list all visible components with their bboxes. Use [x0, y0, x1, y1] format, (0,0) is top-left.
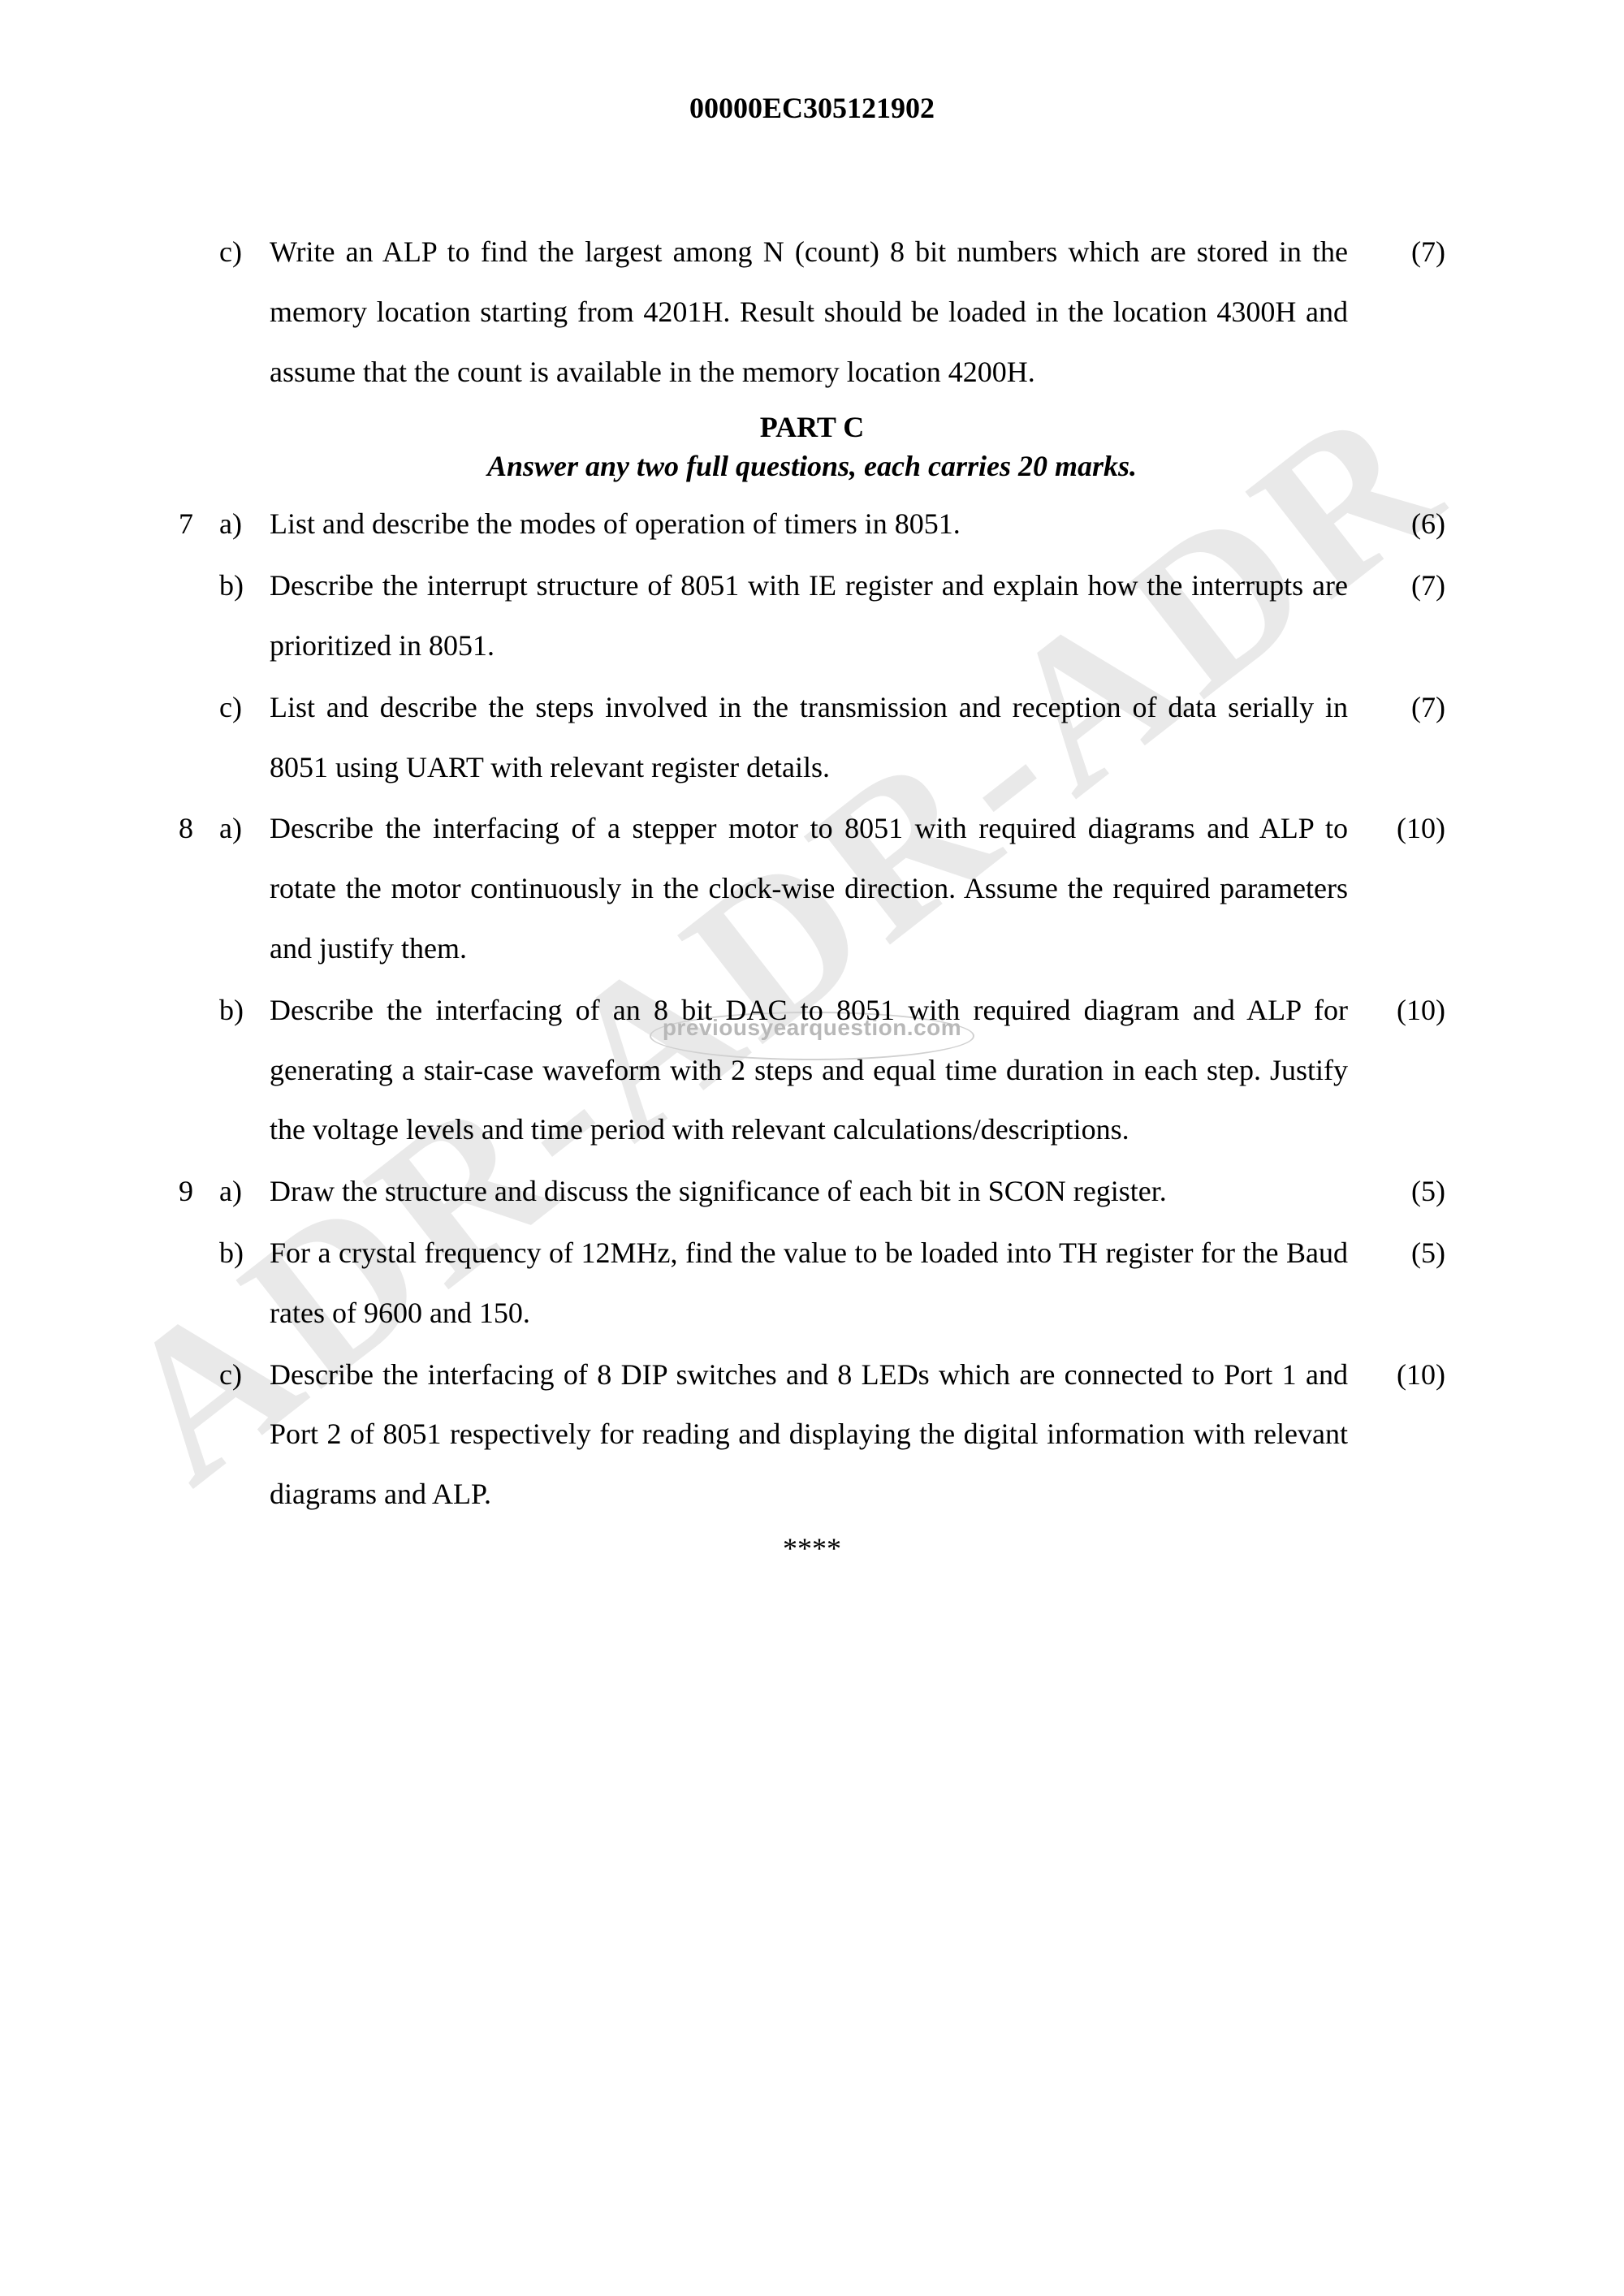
- question-marks: (7): [1372, 222, 1445, 283]
- part-instruction: Answer any two full questions, each carr…: [179, 449, 1445, 483]
- question-text: Write an ALP to find the largest among N…: [270, 222, 1372, 402]
- question-row: c)Describe the interfacing of 8 DIP swit…: [179, 1345, 1445, 1525]
- questions-list: 7a)List and describe the modes of operat…: [179, 494, 1445, 1525]
- question-text: Describe the interfacing of a stepper mo…: [270, 799, 1372, 978]
- pre-part-questions: c)Write an ALP to find the largest among…: [179, 222, 1445, 402]
- page-content: 00000EC305121902 c)Write an ALP to find …: [179, 91, 1445, 1565]
- question-marks: (10): [1372, 981, 1445, 1041]
- question-marks: (10): [1372, 799, 1445, 859]
- question-row: b)For a crystal frequency of 12MHz, find…: [179, 1224, 1445, 1344]
- question-marks: (5): [1372, 1162, 1445, 1222]
- question-label: b): [219, 981, 270, 1041]
- question-row: 7a)List and describe the modes of operat…: [179, 494, 1445, 555]
- end-mark: ****: [179, 1531, 1445, 1565]
- question-marks: (7): [1372, 678, 1445, 738]
- question-text: Describe the interfacing of an 8 bit DAC…: [270, 981, 1372, 1160]
- question-label: c): [219, 222, 270, 283]
- question-number: 9: [179, 1162, 219, 1222]
- exam-page: ADR-ADR-ADR previousyearquestion.com 000…: [0, 0, 1624, 2296]
- question-text: Draw the structure and discuss the signi…: [270, 1162, 1372, 1222]
- question-number: 8: [179, 799, 219, 859]
- question-row: c)Write an ALP to find the largest among…: [179, 222, 1445, 402]
- question-row: c)List and describe the steps involved i…: [179, 678, 1445, 798]
- question-row: b)Describe the interrupt structure of 80…: [179, 556, 1445, 676]
- question-number: 7: [179, 494, 219, 555]
- question-label: c): [219, 1345, 270, 1405]
- question-text: Describe the interrupt structure of 8051…: [270, 556, 1372, 676]
- question-marks: (10): [1372, 1345, 1445, 1405]
- question-label: a): [219, 494, 270, 555]
- question-text: List and describe the modes of operation…: [270, 494, 1372, 555]
- question-label: b): [219, 556, 270, 616]
- question-label: a): [219, 799, 270, 859]
- question-label: c): [219, 678, 270, 738]
- question-marks: (6): [1372, 494, 1445, 555]
- question-label: a): [219, 1162, 270, 1222]
- question-marks: (7): [1372, 556, 1445, 616]
- paper-code: 00000EC305121902: [179, 91, 1445, 125]
- question-text: Describe the interfacing of 8 DIP switch…: [270, 1345, 1372, 1525]
- question-marks: (5): [1372, 1224, 1445, 1284]
- question-text: For a crystal frequency of 12MHz, find t…: [270, 1224, 1372, 1344]
- part-title: PART C: [179, 410, 1445, 444]
- question-label: b): [219, 1224, 270, 1284]
- question-row: 9a)Draw the structure and discuss the si…: [179, 1162, 1445, 1222]
- question-row: b)Describe the interfacing of an 8 bit D…: [179, 981, 1445, 1160]
- question-row: 8a)Describe the interfacing of a stepper…: [179, 799, 1445, 978]
- question-text: List and describe the steps involved in …: [270, 678, 1372, 798]
